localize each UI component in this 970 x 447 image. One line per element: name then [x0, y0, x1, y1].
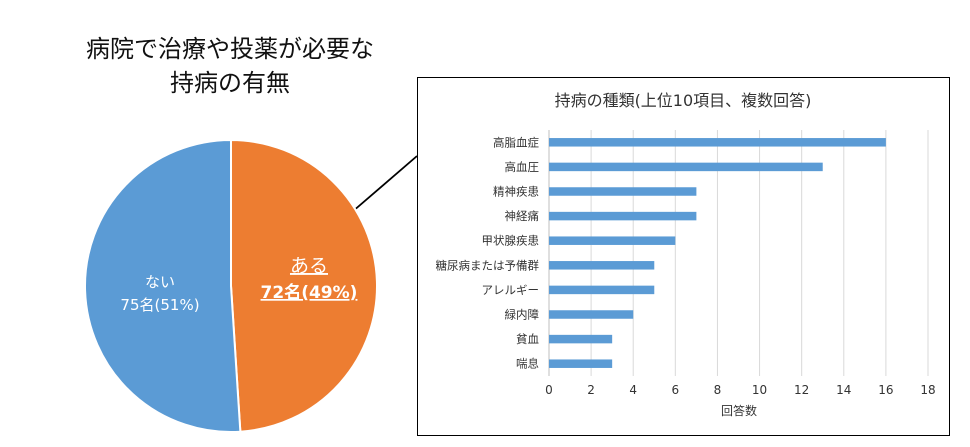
- bar-chart-panel: 持病の種類(上位10項目、複数回答) 高脂血症高血圧精神疾患神経痛甲状腺疾患糖尿…: [417, 77, 950, 436]
- category-label: 精神疾患: [493, 185, 539, 199]
- pie-label-no: ない: [145, 273, 175, 291]
- x-tick-label: 16: [878, 383, 893, 397]
- bar-chart-title: 持病の種類(上位10項目、複数回答): [555, 91, 812, 110]
- bar: [549, 310, 634, 319]
- x-tick-label: 0: [545, 383, 553, 397]
- bar: [549, 261, 655, 270]
- bar: [549, 138, 886, 147]
- pie-slice-no: [84, 138, 242, 433]
- pie-chart-title: 病院で治療や投薬が必要な 持病の有無: [20, 32, 440, 100]
- x-tick-label: 12: [794, 383, 809, 397]
- x-tick-label: 8: [714, 383, 722, 397]
- category-label: 貧血: [516, 332, 539, 346]
- pie-value-yes: 72名(49%): [261, 282, 358, 303]
- bar-chart: 持病の種類(上位10項目、複数回答) 高脂血症高血圧精神疾患神経痛甲状腺疾患糖尿…: [436, 91, 936, 418]
- x-tick-label: 14: [836, 383, 851, 397]
- category-label: 高脂血症: [493, 135, 539, 149]
- bar: [549, 359, 613, 368]
- category-label: 糖尿病または予備群: [436, 258, 540, 272]
- bar: [549, 211, 697, 221]
- category-label: 緑内障: [505, 308, 540, 322]
- bar: [549, 236, 676, 245]
- category-label: 高血圧: [505, 160, 540, 174]
- x-tick-label: 18: [920, 383, 935, 397]
- category-label: 神経痛: [505, 209, 540, 223]
- x-axis-label: 回答数: [721, 403, 757, 418]
- pie-label-yes: ある: [290, 255, 328, 277]
- x-tick-label: 2: [587, 383, 595, 397]
- callout-connector-line: [351, 155, 418, 213]
- category-label: アレルギー: [482, 283, 540, 297]
- bar: [549, 285, 655, 295]
- x-tick-label: 10: [752, 383, 767, 397]
- x-tick-label: 4: [629, 383, 637, 397]
- bar: [549, 162, 823, 172]
- pie-title-line-2: 持病の有無: [170, 69, 290, 97]
- bar: [549, 334, 613, 344]
- bar: [549, 187, 697, 196]
- pie-value-no: 75名(51%): [120, 296, 199, 314]
- category-label: 甲状腺疾患: [482, 234, 540, 248]
- category-label: 喘息: [516, 357, 539, 371]
- pie-slice-yes: [230, 138, 378, 433]
- x-tick-label: 6: [672, 383, 680, 397]
- pie-title-line-1: 病院で治療や投薬が必要な: [86, 35, 374, 63]
